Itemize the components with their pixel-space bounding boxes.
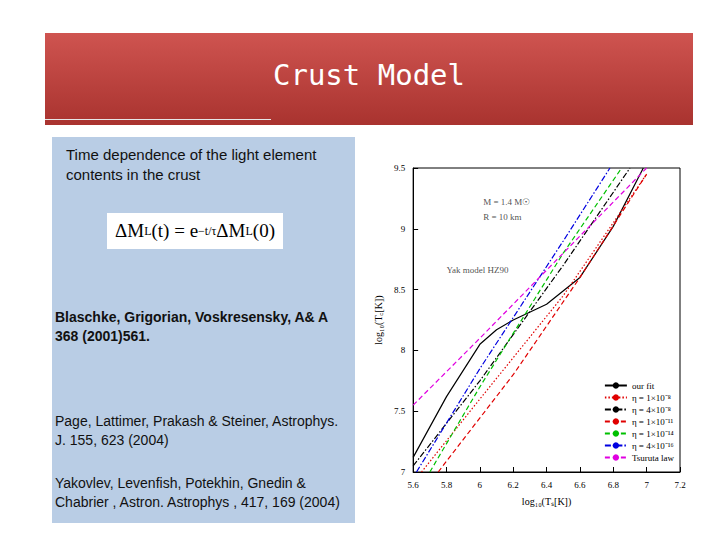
svg-text:η = 1×10⁻¹⁴: η = 1×10⁻¹⁴ — [632, 429, 674, 439]
svg-text:6.2: 6.2 — [508, 480, 519, 490]
svg-text:6.8: 6.8 — [608, 480, 620, 490]
html-text:ΔML(t) = e−t/τΔML(0): ΔML(t) = e−t/τΔML(0) — [115, 220, 275, 241]
svg-text:7: 7 — [401, 467, 406, 477]
svg-text:our fit: our fit — [632, 381, 655, 391]
svg-text:7.5: 7.5 — [394, 406, 406, 416]
svg-text:log₁₀(T꜀[K]): log₁₀(T꜀[K]) — [373, 295, 385, 344]
svg-text:R = 10 km: R = 10 km — [483, 212, 521, 222]
svg-text:9.5: 9.5 — [394, 163, 406, 173]
svg-text:6.6: 6.6 — [574, 480, 586, 490]
svg-text:η = 1×10⁻⁸: η = 1×10⁻⁸ — [632, 393, 671, 403]
svg-text:7: 7 — [644, 480, 649, 490]
svg-text:6.4: 6.4 — [541, 480, 553, 490]
svg-text:M = 1.4 M☉: M = 1.4 M☉ — [483, 197, 530, 207]
svg-text:η = 4×10⁻⁸: η = 4×10⁻⁸ — [632, 405, 671, 415]
svg-text:5.8: 5.8 — [441, 480, 453, 490]
html-text:Yakovlev, Levenfish, Potekhin,: Yakovlev, Levenfish, Potekhin, Gnedin & … — [55, 475, 340, 510]
svg-text:6: 6 — [478, 480, 483, 490]
svg-text:Tsuruta law: Tsuruta law — [632, 453, 675, 463]
html-text:Page, Lattimer, Prakash & Stei: Page, Lattimer, Prakash & Steiner, Astro… — [55, 413, 339, 448]
svg-text:η = 1×10⁻¹¹: η = 1×10⁻¹¹ — [632, 417, 674, 427]
svg-text:5.6: 5.6 — [408, 480, 420, 490]
html-text:Crust Model: Crust Model — [273, 58, 465, 92]
svg-text:7.2: 7.2 — [674, 480, 685, 490]
svg-text:Yak model HZ90: Yak model HZ90 — [447, 265, 510, 275]
html-text:Blaschke, Grigorian, Voskresen: Blaschke, Grigorian, Voskresensky, A& A … — [55, 309, 328, 344]
svg-text:8: 8 — [401, 345, 406, 355]
svg-text:8.5: 8.5 — [394, 285, 406, 295]
svg-text:log₁₀(Tₛ[K]): log₁₀(Tₛ[K]) — [522, 496, 571, 508]
html-text:Time dependence of the light e: Time dependence of the light element con… — [66, 146, 317, 183]
svg-text:9: 9 — [401, 224, 406, 234]
svg-text:η = 4×10⁻¹⁶: η = 4×10⁻¹⁶ — [632, 441, 674, 451]
